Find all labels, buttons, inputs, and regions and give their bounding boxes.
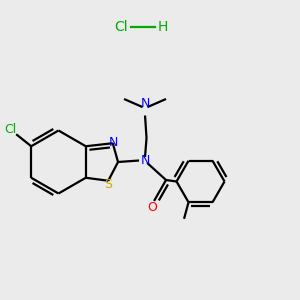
Text: Cl: Cl [4, 123, 16, 136]
Text: S: S [105, 178, 112, 191]
Text: H: H [158, 20, 168, 34]
Text: Cl: Cl [114, 20, 128, 34]
Text: N: N [140, 154, 150, 167]
Text: N: N [140, 97, 150, 110]
Text: O: O [148, 201, 158, 214]
Text: N: N [108, 136, 118, 149]
